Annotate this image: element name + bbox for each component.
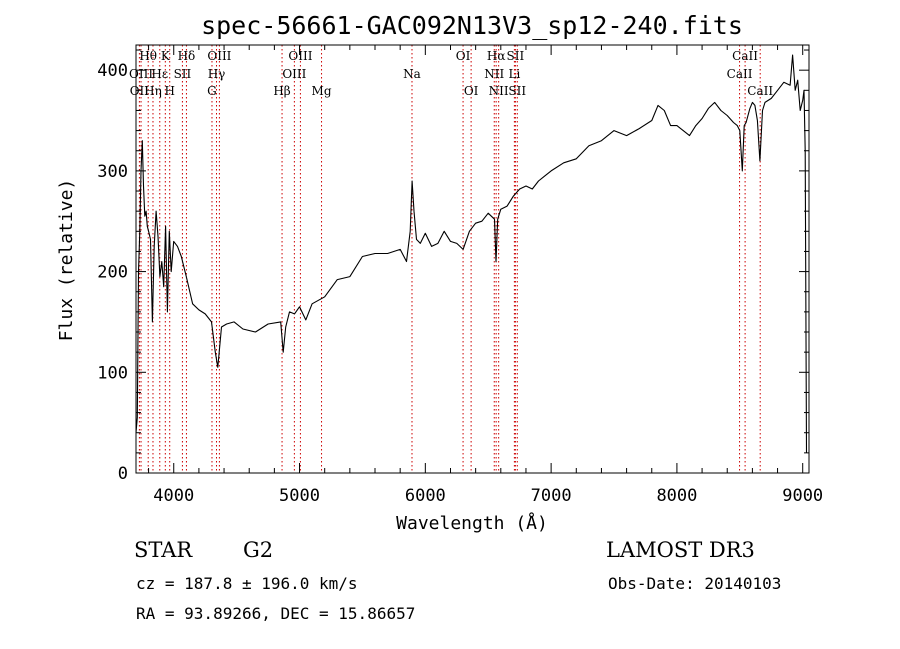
x-tick-label-3: 7000 — [531, 486, 572, 506]
chart-title: spec-56661-GAC092N13V3_sp12-240.fits — [201, 11, 743, 40]
x-tick-label-4: 8000 — [656, 486, 697, 506]
x-tick-label-5: 9000 — [782, 486, 823, 506]
line-label-9: G — [207, 84, 217, 98]
x-tick-label-1: 5000 — [279, 486, 320, 506]
y-tick-label-1: 100 — [97, 363, 128, 383]
line-label-5: K — [161, 49, 171, 63]
line-label-18: OI — [464, 84, 479, 98]
survey-name: LAMOST DR3 — [606, 538, 755, 562]
object-subclass: G2 — [243, 538, 274, 562]
object-class: STAR — [134, 538, 193, 562]
x-tick-label-2: 6000 — [405, 486, 446, 506]
sky-coordinates: RA = 93.89266, DEC = 15.86657 — [136, 604, 416, 623]
y-tick-label-3: 300 — [97, 162, 128, 182]
line-label-15: Mg — [312, 84, 332, 98]
line-label-8: Hδ — [178, 49, 196, 63]
line-label-21: NII — [489, 84, 509, 98]
line-label-23: SII — [507, 49, 525, 63]
axis-ticks: 4000 5000 6000 7000 8000 9000 0 100 200 300 400 — [97, 45, 823, 506]
x-axis-label: Wavelength (Å) — [396, 512, 548, 534]
line-label-3: Hη — [144, 84, 162, 98]
y-axis-label: Flux (relative) — [56, 179, 77, 342]
line-label-1: OIII — [129, 67, 153, 81]
spectral-line-markers — [138, 45, 761, 473]
line-label-7: SII — [174, 67, 192, 81]
y-tick-label-0: 0 — [118, 464, 128, 484]
line-label-16: Na — [403, 67, 421, 81]
line-label-20: Hα — [487, 49, 506, 63]
y-tick-label-2: 200 — [97, 263, 128, 283]
line-label-19: NII — [484, 67, 504, 81]
line-label-17: OI — [456, 49, 471, 63]
line-label-27: CaII — [747, 84, 773, 98]
x-tick-label-0: 4000 — [153, 486, 194, 506]
line-label-24: SII — [508, 84, 526, 98]
line-label-12: Hβ — [273, 84, 290, 98]
series-line-flux — [135, 54, 808, 453]
plot-frame — [135, 44, 810, 474]
line-label-25: CaII — [727, 67, 753, 81]
line-label-10: Hγ — [208, 67, 226, 81]
line-label-22: Li — [508, 67, 520, 81]
observation-date: Obs-Date: 20140103 — [608, 574, 782, 593]
redshift-velocity: cz = 187.8 ± 196.0 km/s — [136, 574, 358, 593]
line-label-13: OIII — [282, 67, 306, 81]
spectral-line-labels: OIIOIIIHθHηHεKHSIIHδGHγOIIIHβOIIIOIIIMgN… — [129, 49, 773, 98]
line-label-4: Hε — [151, 67, 168, 81]
line-label-2: Hθ — [139, 49, 157, 63]
y-tick-label-4: 400 — [97, 61, 128, 81]
line-label-26: CaII — [732, 49, 758, 63]
line-label-0: OII — [130, 84, 150, 98]
line-label-14: OIII — [288, 49, 312, 63]
line-label-11: OIII — [207, 49, 231, 63]
line-label-6: H — [164, 84, 174, 98]
